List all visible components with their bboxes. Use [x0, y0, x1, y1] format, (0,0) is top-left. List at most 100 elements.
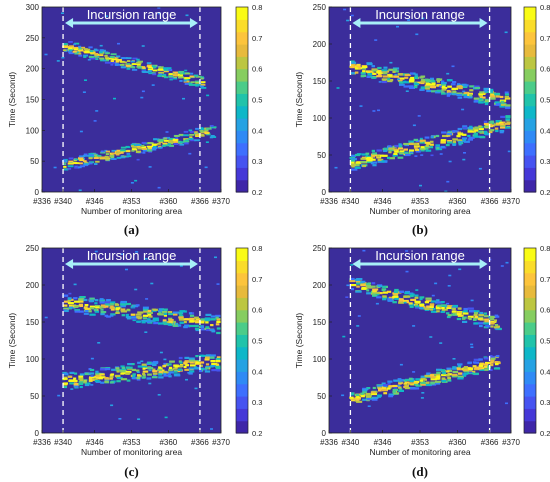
heatmap-cell	[409, 86, 415, 89]
heatmap-cell	[89, 57, 96, 60]
heatmap-cell	[408, 303, 415, 306]
heatmap-cell	[452, 138, 458, 141]
heatmap-cell	[90, 368, 95, 372]
heatmap-cell	[156, 142, 161, 145]
heatmap-cell	[95, 372, 101, 375]
heatmap-cell	[451, 87, 459, 90]
heatmap-cell	[109, 152, 114, 155]
heatmap-cell	[215, 363, 220, 366]
colorbar-segment	[524, 167, 536, 181]
heatmap-cell	[73, 283, 77, 286]
heatmap-cell	[360, 284, 366, 287]
heatmap-cell	[425, 383, 432, 387]
heatmap-cell	[120, 146, 127, 149]
heatmap-cell	[376, 296, 382, 299]
heatmap-cell	[372, 152, 377, 155]
heatmap-cell	[95, 377, 101, 380]
heatmap-cell	[490, 93, 495, 97]
heatmap-cell	[405, 270, 409, 273]
heatmap-cell	[195, 127, 200, 130]
heatmap-cell	[142, 306, 149, 309]
heatmap-cell	[424, 374, 431, 377]
heatmap-cell	[189, 75, 196, 78]
heatmap-cell	[136, 313, 142, 316]
colorbar-segment	[236, 420, 248, 434]
heatmap-cell	[431, 82, 436, 85]
heatmap-cell	[74, 166, 80, 169]
heatmap-cell	[350, 63, 356, 66]
heatmap-cell	[99, 298, 104, 301]
heatmap-cell	[142, 317, 148, 320]
heatmap-cell	[452, 130, 459, 133]
heatmap-cell	[115, 311, 120, 314]
heatmap-cell	[387, 380, 393, 383]
colorbar-segment	[524, 19, 536, 33]
heatmap-cell	[408, 140, 415, 143]
heatmap-cell	[205, 363, 210, 366]
colorbar-frame	[235, 6, 249, 193]
heatmap-cell	[500, 100, 505, 103]
heatmap-cell	[372, 69, 379, 72]
heatmap-cell	[489, 322, 495, 325]
heatmap-cell	[190, 361, 196, 364]
heatmap-cell	[94, 154, 98, 157]
heatmap-cell	[132, 304, 139, 307]
heatmap-cell	[349, 279, 356, 283]
heatmap-cell	[388, 296, 395, 299]
heatmap-cell	[74, 162, 78, 164]
heatmap-cell	[158, 146, 162, 149]
heatmap-cell	[136, 316, 140, 319]
heatmap-cell	[458, 142, 464, 145]
heatmap-cell	[473, 132, 478, 135]
heatmap-cell	[477, 316, 484, 319]
heatmap-cell	[105, 59, 109, 62]
panel-caption: (d)	[412, 464, 428, 479]
heatmap-cell	[378, 81, 382, 83]
heatmap-cell	[210, 126, 217, 129]
heatmap-cell	[381, 389, 388, 392]
heatmap-cell	[377, 284, 383, 287]
heatmap-cell	[452, 312, 459, 315]
heatmap-cell	[147, 70, 152, 72]
heatmap-cell	[200, 86, 207, 89]
x-tick-label: #336	[320, 438, 338, 447]
heatmap-cell	[436, 89, 442, 92]
heatmap-cell	[78, 52, 82, 55]
y-tick-label: 150	[26, 96, 40, 105]
heatmap-cell	[62, 49, 67, 52]
heatmap-cell	[125, 366, 131, 369]
heatmap-cell	[425, 82, 430, 85]
heatmap-cell	[148, 72, 155, 75]
x-tick-label: #340	[342, 197, 360, 206]
heatmap-cell	[370, 391, 377, 394]
heatmap-cell	[199, 133, 204, 136]
colorbar-tick-label: 0.8	[540, 3, 550, 12]
heatmap-cell	[141, 319, 148, 323]
heatmap-cell	[469, 310, 476, 313]
heatmap-cell	[351, 158, 357, 161]
heatmap-cell	[405, 153, 410, 157]
heatmap-cell	[372, 396, 379, 399]
heatmap-cell	[187, 372, 191, 374]
y-tick-label: 50	[30, 392, 39, 401]
heatmap-cell	[408, 85, 414, 88]
heatmap-cell	[145, 298, 149, 300]
heatmap-cell	[468, 317, 472, 321]
heatmap-cell	[137, 145, 141, 148]
heatmap-cell	[57, 394, 61, 397]
heatmap-cell	[163, 358, 167, 361]
heatmap-cell	[403, 142, 410, 146]
heatmap-cell	[478, 130, 483, 133]
heatmap-cell	[105, 158, 110, 161]
heatmap-cell	[409, 149, 415, 152]
heatmap-cell	[137, 418, 141, 420]
heatmap-cell	[441, 85, 446, 88]
heatmap-cell	[441, 92, 446, 95]
heatmap-cell	[63, 43, 68, 45]
heatmap-cell	[195, 355, 199, 358]
heatmap-cell	[499, 105, 505, 108]
heatmap-cell	[360, 392, 364, 395]
heatmap-cell	[67, 302, 74, 305]
